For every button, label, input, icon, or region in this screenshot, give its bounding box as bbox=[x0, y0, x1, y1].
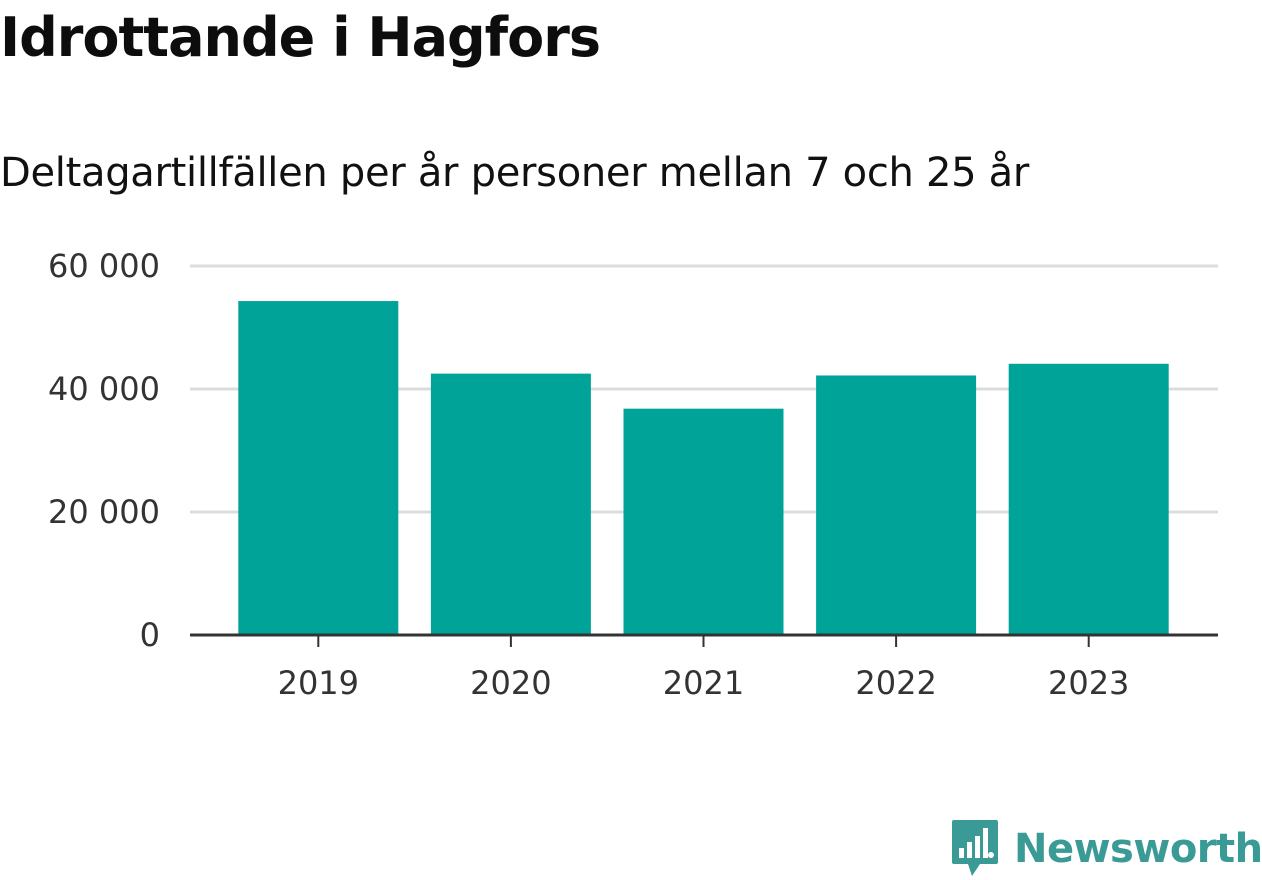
chart-title: Idrottande i Hagfors bbox=[0, 6, 601, 69]
bar bbox=[623, 408, 784, 635]
bars bbox=[238, 301, 1169, 635]
bar-chart-tag-icon bbox=[952, 820, 998, 876]
bar-chart: 0 20 000 40 000 60 000 2019 2020 2021 2022 2023 bbox=[48, 247, 1218, 702]
brand-name: Newsworthy bbox=[1014, 826, 1262, 872]
y-tick-label: 20 000 bbox=[48, 493, 160, 531]
x-tick-label: 2020 bbox=[470, 664, 551, 702]
bar bbox=[816, 375, 977, 635]
x-tick-label: 2019 bbox=[278, 664, 359, 702]
bar bbox=[430, 373, 591, 635]
y-tick-label: 40 000 bbox=[48, 370, 160, 408]
y-tick-label: 60 000 bbox=[48, 247, 160, 285]
x-tick-label: 2021 bbox=[663, 664, 744, 702]
chart-subtitle: Deltagartillfällen per år personer mella… bbox=[0, 150, 1030, 196]
bar bbox=[1008, 363, 1169, 635]
y-tick-label: 0 bbox=[140, 616, 160, 654]
bar bbox=[238, 301, 399, 635]
x-tick-label: 2023 bbox=[1048, 664, 1129, 702]
x-tick-label: 2022 bbox=[855, 664, 936, 702]
axes: 0 20 000 40 000 60 000 2019 2020 2021 2022 2023 bbox=[48, 247, 1218, 702]
brand-logo: Newsworthy bbox=[950, 818, 1262, 880]
